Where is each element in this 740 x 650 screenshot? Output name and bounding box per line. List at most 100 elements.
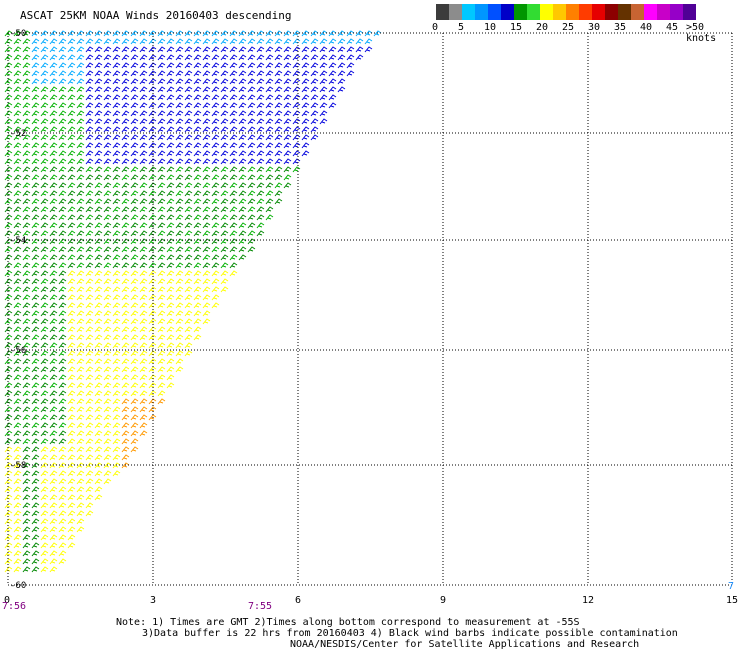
- wind-barb: [193, 62, 202, 69]
- wind-barb: [76, 118, 85, 125]
- wind-barb: [121, 438, 130, 445]
- wind-barb: [67, 350, 76, 357]
- wind-barb: [31, 510, 40, 517]
- wind-barb: [130, 358, 139, 365]
- wind-barb: [283, 62, 292, 69]
- wind-barb: [220, 286, 229, 293]
- wind-barb: [184, 254, 193, 261]
- wind-barb: [103, 462, 112, 469]
- wind-barb: [103, 390, 112, 397]
- wind-barb: [265, 78, 274, 85]
- wind-barb: [85, 326, 94, 333]
- wind-barb: [22, 390, 31, 397]
- wind-barb: [4, 70, 13, 77]
- wind-barb: [31, 158, 40, 165]
- wind-barb: [121, 446, 130, 453]
- wind-barb: [40, 174, 49, 181]
- wind-barb: [31, 550, 40, 557]
- wind-barb: [175, 278, 184, 285]
- wind-barb: [40, 550, 49, 557]
- wind-barb: [58, 278, 67, 285]
- wind-barb: [184, 246, 193, 253]
- wind-barb: [175, 262, 184, 269]
- wind-barb: [202, 262, 211, 269]
- wind-barb: [319, 30, 328, 37]
- wind-barb: [94, 422, 103, 429]
- wind-barb: [220, 166, 229, 173]
- wind-barb: [4, 502, 13, 509]
- wind-barb: [85, 102, 94, 109]
- wind-barb: [49, 150, 58, 157]
- wind-barb: [67, 150, 76, 157]
- wind-barb: [40, 278, 49, 285]
- wind-barb: [76, 390, 85, 397]
- wind-barb: [31, 318, 40, 325]
- wind-barb: [148, 358, 157, 365]
- wind-barb: [175, 334, 184, 341]
- wind-barb: [4, 390, 13, 397]
- wind-barb: [166, 102, 175, 109]
- wind-barb: [58, 510, 67, 517]
- wind-barb: [112, 462, 121, 469]
- wind-barb: [76, 30, 85, 37]
- wind-barb: [211, 134, 220, 141]
- wind-barb: [166, 174, 175, 181]
- wind-barb: [193, 54, 202, 61]
- wind-barb: [76, 78, 85, 85]
- wind-barb: [283, 142, 292, 149]
- wind-barb: [247, 54, 256, 61]
- wind-barb: [40, 462, 49, 469]
- wind-barb: [13, 190, 22, 197]
- wind-barb: [112, 294, 121, 301]
- wind-barb: [202, 110, 211, 117]
- wind-barb: [40, 190, 49, 197]
- wind-barb: [58, 78, 67, 85]
- wind-barb: [13, 462, 22, 469]
- wind-barb: [31, 398, 40, 405]
- wind-barb: [94, 462, 103, 469]
- wind-barb: [13, 326, 22, 333]
- wind-barb: [157, 62, 166, 69]
- wind-barb: [4, 54, 13, 61]
- wind-barb: [175, 46, 184, 53]
- wind-barb: [157, 54, 166, 61]
- wind-barb: [220, 134, 229, 141]
- wind-barb: [58, 422, 67, 429]
- wind-barb: [40, 222, 49, 229]
- wind-barb: [283, 118, 292, 125]
- wind-barb: [85, 270, 94, 277]
- wind-barb: [166, 198, 175, 205]
- wind-barb: [58, 526, 67, 533]
- wind-barb: [67, 494, 76, 501]
- wind-barb: [22, 270, 31, 277]
- wind-barb: [319, 102, 328, 109]
- wind-barb: [247, 214, 256, 221]
- wind-barb: [148, 142, 157, 149]
- wind-barb: [76, 134, 85, 141]
- wind-barb: [49, 230, 58, 237]
- wind-barb: [220, 190, 229, 197]
- wind-barb: [274, 54, 283, 61]
- wind-barb: [76, 254, 85, 261]
- wind-barb: [139, 78, 148, 85]
- colorbar-swatch: [592, 4, 606, 20]
- wind-barb: [130, 174, 139, 181]
- wind-barb: [94, 326, 103, 333]
- wind-barb: [22, 142, 31, 149]
- wind-barb: [211, 30, 220, 37]
- wind-barb: [319, 54, 328, 61]
- wind-barb: [76, 454, 85, 461]
- wind-barb: [103, 94, 112, 101]
- wind-barb: [202, 254, 211, 261]
- wind-barb: [202, 198, 211, 205]
- wind-barb: [112, 270, 121, 277]
- wind-barb: [175, 190, 184, 197]
- wind-barb: [40, 182, 49, 189]
- wind-barb: [121, 70, 130, 77]
- wind-barb: [193, 126, 202, 133]
- wind-barb: [58, 550, 67, 557]
- wind-barb: [49, 46, 58, 53]
- wind-barb: [103, 446, 112, 453]
- wind-barb: [184, 342, 193, 349]
- wind-barb: [31, 206, 40, 213]
